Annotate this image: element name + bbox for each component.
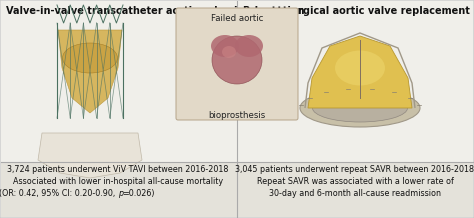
Text: Failed aortic: Failed aortic	[211, 14, 263, 23]
Text: p: p	[118, 189, 123, 198]
Text: Valve-in-valve transcatheter aortic valve implantation: Valve-in-valve transcatheter aortic valv…	[6, 6, 304, 16]
Polygon shape	[308, 36, 412, 108]
Text: =0.026): =0.026)	[122, 189, 155, 198]
Text: bioprosthesis: bioprosthesis	[209, 111, 265, 120]
Polygon shape	[38, 133, 142, 178]
Text: 3,045 patients underwent repeat SAVR between 2016-2018: 3,045 patients underwent repeat SAVR bet…	[236, 165, 474, 174]
Text: Associated with lower in-hospital all-cause mortality: Associated with lower in-hospital all-ca…	[13, 177, 223, 186]
Ellipse shape	[335, 51, 385, 85]
Bar	[1, 162, 473, 217]
Text: 3,724 patients underwent ViV TAVI between 2016-2018: 3,724 patients underwent ViV TAVI betwee…	[7, 165, 228, 174]
Ellipse shape	[212, 36, 262, 84]
Text: Repeat surgical aortic valve replacement: Repeat surgical aortic valve replacement	[243, 6, 470, 16]
Text: Repeat SAVR was associated with a lower rate of: Repeat SAVR was associated with a lower …	[256, 177, 454, 186]
Polygon shape	[58, 30, 122, 113]
Ellipse shape	[211, 35, 239, 57]
Text: 30-day and 6-month all-cause readmission: 30-day and 6-month all-cause readmission	[269, 189, 441, 198]
Ellipse shape	[235, 35, 263, 57]
FancyBboxPatch shape	[176, 8, 298, 120]
Ellipse shape	[312, 94, 408, 122]
Ellipse shape	[222, 46, 236, 58]
Ellipse shape	[63, 43, 118, 73]
Text: (OR: 0.42, 95% CI: 0.20-0.90,: (OR: 0.42, 95% CI: 0.20-0.90,	[0, 189, 118, 198]
Ellipse shape	[300, 89, 420, 127]
